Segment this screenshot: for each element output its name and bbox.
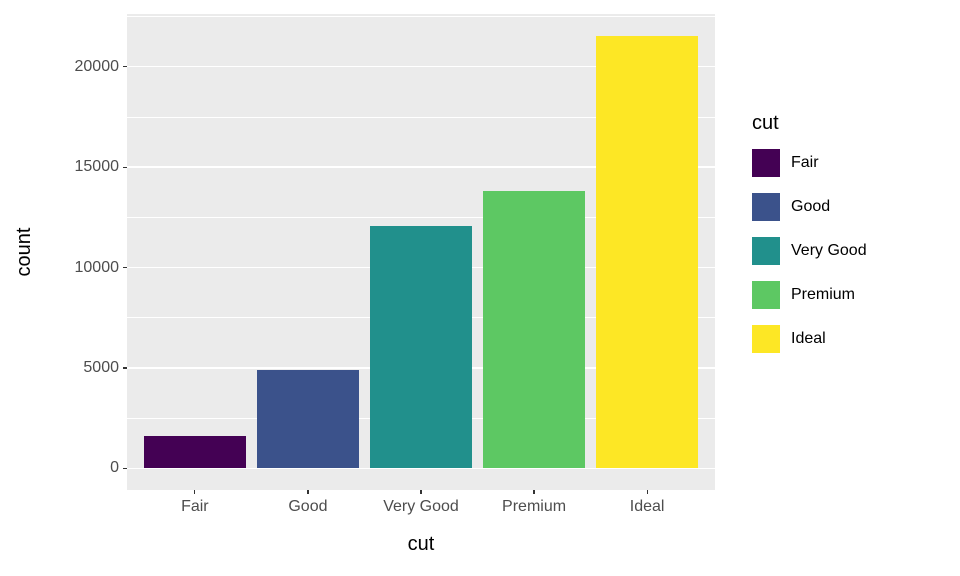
bar-good xyxy=(257,369,359,469)
legend-entry-ideal: Ideal xyxy=(752,325,867,353)
y-tick-label: 20000 xyxy=(74,57,120,75)
legend-key-swatch-premium xyxy=(752,281,780,309)
bar-ideal xyxy=(596,35,699,469)
bar-very-good xyxy=(370,225,472,469)
gridline-major xyxy=(127,66,715,68)
legend-key-swatch-very-good xyxy=(752,237,780,265)
legend-label-very-good: Very Good xyxy=(791,242,867,259)
y-tick-label: 0 xyxy=(110,459,119,477)
x-tick-label: Very Good xyxy=(383,498,459,515)
y-tick xyxy=(123,266,127,269)
legend-entry-very-good: Very Good xyxy=(752,237,867,265)
legend-entry-fair: Fair xyxy=(752,149,867,177)
plot-panel xyxy=(127,14,715,490)
x-tick xyxy=(420,490,422,494)
legend-label-ideal: Ideal xyxy=(791,330,826,347)
legend-entries: Fair Good Very Good Premium Ideal xyxy=(752,149,867,353)
gridline-minor xyxy=(127,16,715,17)
x-tick xyxy=(307,490,309,494)
gridline-minor xyxy=(127,116,715,118)
legend-label-good: Good xyxy=(791,198,831,215)
y-tick xyxy=(123,166,127,168)
legend-title: cut xyxy=(752,112,779,134)
x-tick xyxy=(533,490,535,494)
y-tick xyxy=(123,66,127,68)
legend-key-swatch-good xyxy=(752,193,780,221)
y-tick-label: 5000 xyxy=(83,358,119,376)
gridline-minor xyxy=(127,217,715,218)
y-tick-label: 10000 xyxy=(74,258,120,276)
x-tick-label: Premium xyxy=(502,498,567,515)
x-tick-label: Fair xyxy=(181,498,209,515)
x-tick-label: Good xyxy=(288,498,328,515)
gridline-major xyxy=(127,166,715,168)
legend-key-swatch-fair xyxy=(752,149,780,177)
x-tick xyxy=(646,490,648,494)
legend: cut Fair Good Very Good Premium Ideal xyxy=(752,112,867,369)
x-tick xyxy=(194,490,196,494)
y-tick-label: 15000 xyxy=(74,158,120,176)
legend-entry-good: Good xyxy=(752,193,867,221)
bar-premium xyxy=(483,191,585,469)
y-tick xyxy=(123,367,127,369)
legend-key-swatch-ideal xyxy=(752,325,780,353)
legend-entry-premium: Premium xyxy=(752,281,867,309)
bar-fair xyxy=(143,436,246,469)
legend-label-premium: Premium xyxy=(791,286,856,303)
legend-label-fair: Fair xyxy=(791,154,819,171)
x-axis-title: cut xyxy=(407,533,435,555)
x-tick-label: Ideal xyxy=(629,498,665,515)
y-axis-title: count xyxy=(13,227,35,277)
y-tick xyxy=(123,467,127,469)
